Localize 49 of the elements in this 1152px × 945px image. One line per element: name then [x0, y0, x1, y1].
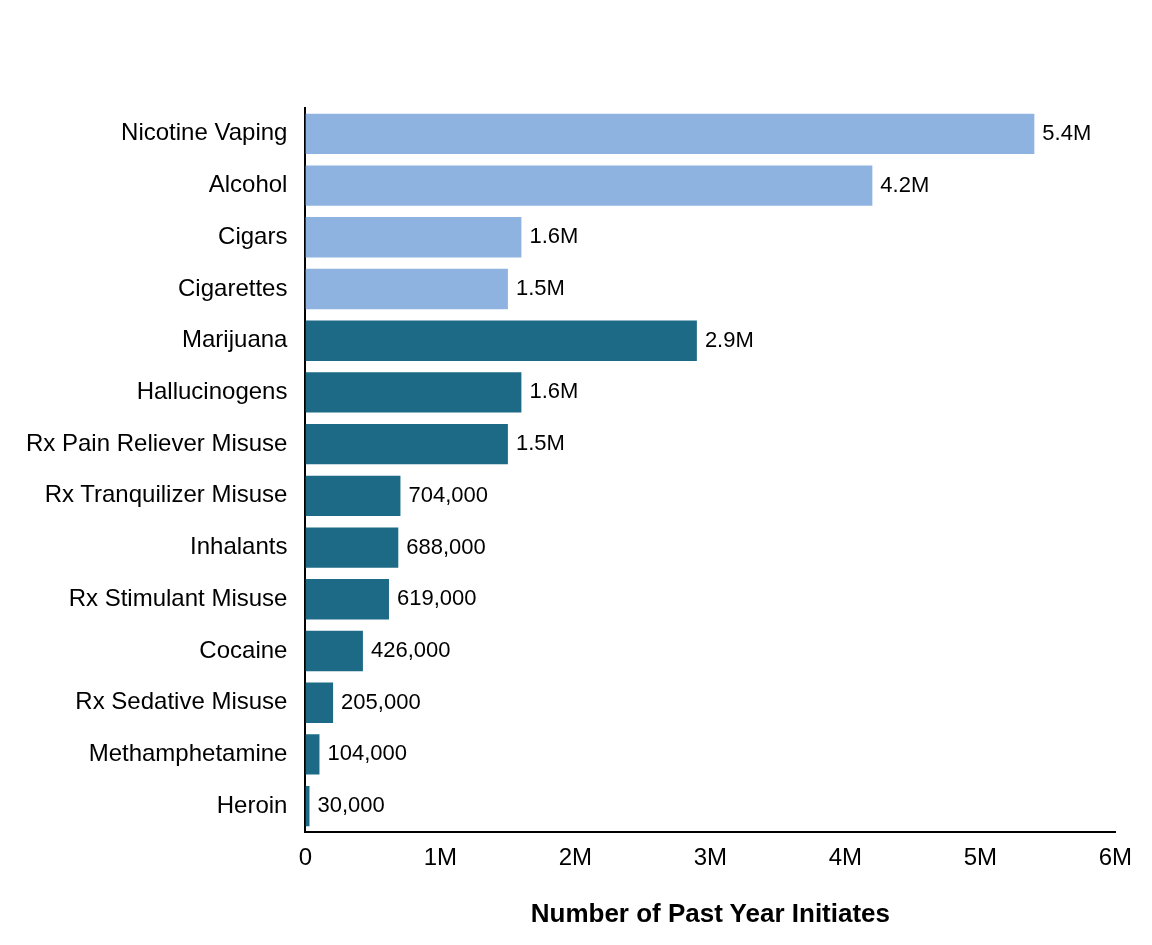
x-tick-label: 6M — [1098, 843, 1132, 871]
bar — [305, 527, 399, 568]
bar — [305, 217, 522, 258]
data-label: 688,000 — [406, 533, 486, 559]
data-label: 2.9M — [704, 326, 754, 352]
bar — [305, 734, 320, 775]
bar — [305, 579, 389, 620]
y-tick-label: Cigarettes — [178, 273, 288, 301]
data-label: 619,000 — [396, 585, 477, 611]
x-tick-label: 2M — [558, 843, 593, 871]
y-tick-label: Rx Stimulant Misuse — [68, 583, 288, 611]
data-label: 4.2M — [880, 171, 930, 197]
data-label: 104,000 — [327, 740, 407, 766]
data-label: 1.6M — [529, 223, 579, 249]
bar — [305, 423, 508, 465]
bar — [305, 372, 522, 413]
y-tick-label: Cigars — [218, 221, 288, 249]
data-label: 205,000 — [341, 688, 421, 714]
x-tick-label: 5M — [963, 843, 998, 871]
x-tick-label: 1M — [423, 843, 458, 871]
y-tick-label: Nicotine Vaping — [121, 118, 288, 146]
y-tick-label: Cocaine — [199, 635, 288, 663]
data-label: 1.6M — [529, 378, 579, 404]
data-label: 426,000 — [370, 637, 451, 663]
y-tick-label: Alcohol — [208, 170, 288, 198]
y-tick-label: Heroin — [216, 790, 288, 818]
bar — [305, 475, 401, 517]
data-label: 1.5M — [515, 430, 565, 456]
x-axis-title: Number of Past Year Initiates — [530, 897, 891, 928]
y-tick-label: Rx Tranquilizer Misuse — [44, 480, 288, 508]
x-tick-label: 0 — [298, 843, 313, 871]
bar — [305, 113, 1035, 155]
bar — [305, 630, 363, 672]
y-tick-label: Hallucinogens — [136, 377, 288, 405]
y-tick-label: Methamphetamine — [88, 739, 288, 767]
x-tick-label: 3M — [693, 843, 728, 871]
bar — [305, 320, 697, 361]
data-label: 704,000 — [408, 481, 488, 507]
data-label: 1.5M — [515, 275, 565, 301]
data-label: 30,000 — [317, 792, 385, 818]
y-tick-label: Rx Pain Reliever Misuse — [26, 428, 288, 456]
bar — [305, 268, 508, 310]
bar — [305, 165, 873, 206]
y-tick-label: Marijuana — [182, 325, 289, 353]
bar — [305, 682, 334, 723]
x-tick-label: 4M — [828, 843, 863, 871]
data-label: 5.4M — [1042, 119, 1092, 145]
y-tick-label: Rx Sedative Misuse — [75, 687, 288, 715]
y-tick-label: Inhalants — [190, 532, 288, 560]
